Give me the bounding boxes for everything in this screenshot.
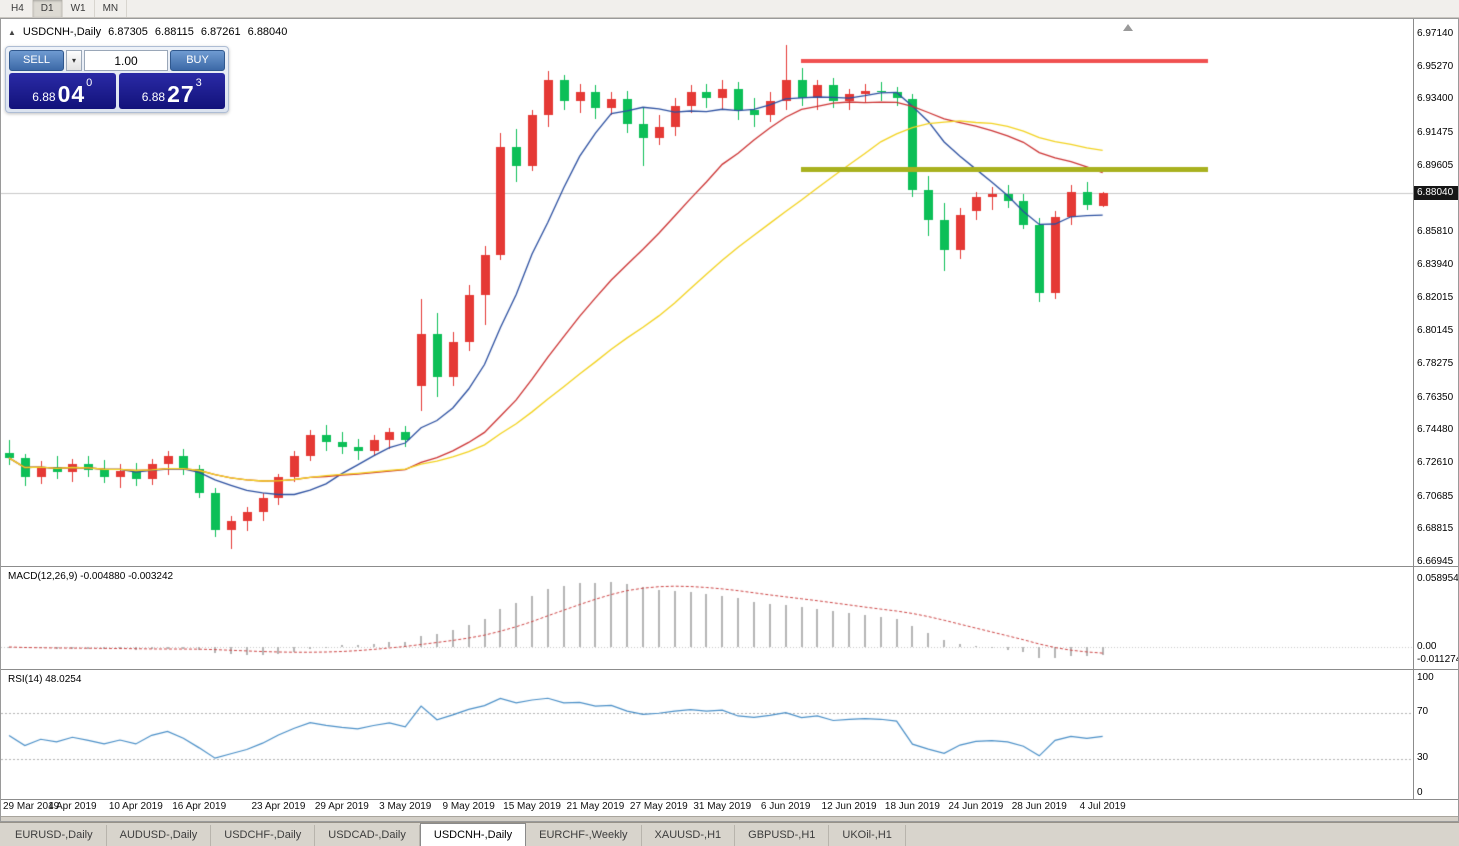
chart-shift-marker-icon [1123, 24, 1133, 31]
sell-button[interactable]: SELL [9, 50, 64, 71]
ask-price-prefix: 6.88 [141, 90, 166, 104]
macd-axis-label: 0.00 [1417, 641, 1437, 652]
price-axis: 0.058954 0.00 -0.011274 100 70 30 0 6.88… [1413, 19, 1458, 799]
date-axis-label: 28 Jun 2019 [1011, 801, 1067, 812]
date-axis-label: 3 May 2019 [379, 801, 432, 812]
price-axis-label: 6.72610 [1417, 456, 1454, 468]
price-axis-label: 6.66945 [1417, 556, 1454, 567]
macd-indicator-label: MACD(12,26,9) -0.004880 -0.003242 [8, 571, 174, 582]
scrollbar-strip[interactable] [1, 816, 1458, 821]
date-axis-label: 9 May 2019 [442, 801, 495, 812]
date-axis-label: 29 Apr 2019 [314, 801, 369, 812]
date-axis-label: 31 May 2019 [693, 801, 752, 812]
price-axis-label: 6.83940 [1417, 258, 1454, 270]
bid-price-prefix: 6.88 [32, 90, 56, 104]
current-price-badge: 6.88040 [1414, 186, 1458, 201]
date-axis-label: 4 Apr 2019 [48, 801, 97, 812]
chart-tab-usdcnh-daily[interactable]: USDCNH-,Daily [419, 823, 527, 846]
ohlc-high: 6.88115 [154, 26, 194, 38]
chart-ohlc-header: ▲ USDCNH-,Daily 6.87305 6.88115 6.87261 … [8, 26, 287, 38]
rsi-axis-label: 0 [1417, 787, 1423, 798]
date-axis-label: 15 May 2019 [503, 801, 561, 812]
date-axis: 29 Mar 2019 4 Apr 2019 10 Apr 2019 16 Apr 2… [1, 800, 1413, 816]
chart-tab-gbpusd-h1[interactable]: GBPUSD-,H1 [735, 825, 830, 846]
price-axis-label: 6.78275 [1417, 357, 1454, 369]
rsi-axis-label: 100 [1417, 672, 1434, 683]
ask-price-display: 6.88 27 3 [118, 73, 225, 109]
chart-tab-xauusd-h1[interactable]: XAUUSD-,H1 [642, 825, 736, 846]
timeframe-button-h4[interactable]: H4 [3, 0, 33, 17]
chart-tab-audusd-daily[interactable]: AUDUSD-,Daily [107, 825, 212, 846]
chart-tab-ukoil-h1[interactable]: UKOil-,H1 [829, 825, 906, 846]
chart-title: USDCNH-,Daily [22, 26, 102, 38]
rsi-axis-label: 30 [1417, 752, 1429, 763]
chart-window: ▲ USDCNH-,Daily 6.87305 6.88115 6.87261 … [0, 18, 1459, 822]
price-axis-label: 6.89605 [1417, 159, 1454, 171]
pane-separator[interactable] [1, 669, 1458, 670]
bid-price-pipette: 0 [86, 77, 93, 89]
timeframe-button-mn[interactable]: MN [95, 0, 128, 17]
lot-dropdown-button[interactable]: ▾ [66, 50, 82, 71]
timeframe-button-w1[interactable]: W1 [63, 0, 95, 17]
rsi-axis-label: 70 [1417, 706, 1429, 717]
price-axis-label: 6.68815 [1417, 523, 1454, 535]
ohlc-close: 6.88040 [247, 26, 288, 38]
macd-indicator-canvas[interactable] [1, 567, 1413, 669]
buy-button[interactable]: BUY [170, 50, 225, 71]
price-axis-label: 6.76350 [1417, 391, 1454, 403]
price-axis-label: 6.74480 [1417, 424, 1454, 436]
macd-axis-label: -0.011274 [1417, 654, 1459, 665]
date-axis-label: 29 Mar 2019 [3, 801, 60, 812]
ohlc-open: 6.87305 [108, 26, 148, 38]
date-axis-label: 16 Apr 2019 [172, 801, 227, 812]
chart-tab-usdcad-daily[interactable]: USDCAD-,Daily [315, 825, 420, 846]
lot-size-input[interactable] [84, 50, 168, 71]
date-axis-label: 18 Jun 2019 [884, 801, 940, 812]
chart-tabs-bar: EURUSD-,Daily AUDUSD-,Daily USDCHF-,Daily U… [0, 822, 1459, 846]
ask-price-big-digits: 27 [167, 81, 195, 107]
rsi-indicator-canvas[interactable] [1, 670, 1413, 799]
price-chart-canvas[interactable] [1, 19, 1413, 566]
date-axis-label: 27 May 2019 [629, 801, 688, 812]
chart-tab-eurchf-weekly[interactable]: EURCHF-,Weekly [526, 825, 642, 846]
pane-separator[interactable] [1, 566, 1458, 567]
pane-separator[interactable] [1, 799, 1458, 800]
chart-tab-usdchf-daily[interactable]: USDCHF-,Daily [211, 825, 316, 846]
timeframe-button-d1[interactable]: D1 [32, 0, 63, 17]
macd-axis-label: 0.058954 [1417, 573, 1459, 584]
ask-price-pipette: 3 [195, 77, 202, 89]
ohlc-low: 6.87261 [200, 26, 241, 38]
date-axis-label: 12 Jun 2019 [821, 801, 877, 812]
price-axis-label: 6.93400 [1417, 93, 1454, 105]
chevron-down-icon: ▾ [71, 56, 76, 65]
price-axis-label: 6.95270 [1417, 60, 1454, 72]
date-axis-label: 24 Jun 2019 [948, 801, 1004, 812]
date-axis-label: 4 Jul 2019 [1079, 801, 1126, 812]
collapse-icon[interactable]: ▲ [8, 27, 16, 37]
timeframe-toolbar: H4 D1 W1 MN [0, 0, 1459, 18]
price-axis-label: 6.82015 [1417, 292, 1454, 304]
price-axis-label: 6.91475 [1417, 127, 1454, 139]
price-axis-label: 6.85810 [1417, 226, 1454, 238]
date-axis-label: 10 Apr 2019 [108, 801, 163, 812]
bid-price-display: 6.88 04 0 [9, 73, 116, 109]
price-axis-label: 6.80145 [1417, 325, 1454, 337]
rsi-indicator-label: RSI(14) 48.0254 [8, 674, 82, 685]
date-axis-label: 21 May 2019 [566, 801, 625, 812]
price-axis-label: 6.70685 [1417, 490, 1454, 502]
date-axis-label: 23 Apr 2019 [251, 801, 306, 812]
bid-price-big-digits: 04 [57, 81, 86, 107]
date-axis-label: 6 Jun 2019 [760, 801, 811, 812]
one-click-trading-panel: SELL ▾ BUY 6.88 04 0 6.88 27 3 [5, 46, 229, 113]
chart-tab-eurusd-daily[interactable]: EURUSD-,Daily [2, 825, 107, 846]
price-axis-label: 6.97140 [1417, 28, 1454, 39]
